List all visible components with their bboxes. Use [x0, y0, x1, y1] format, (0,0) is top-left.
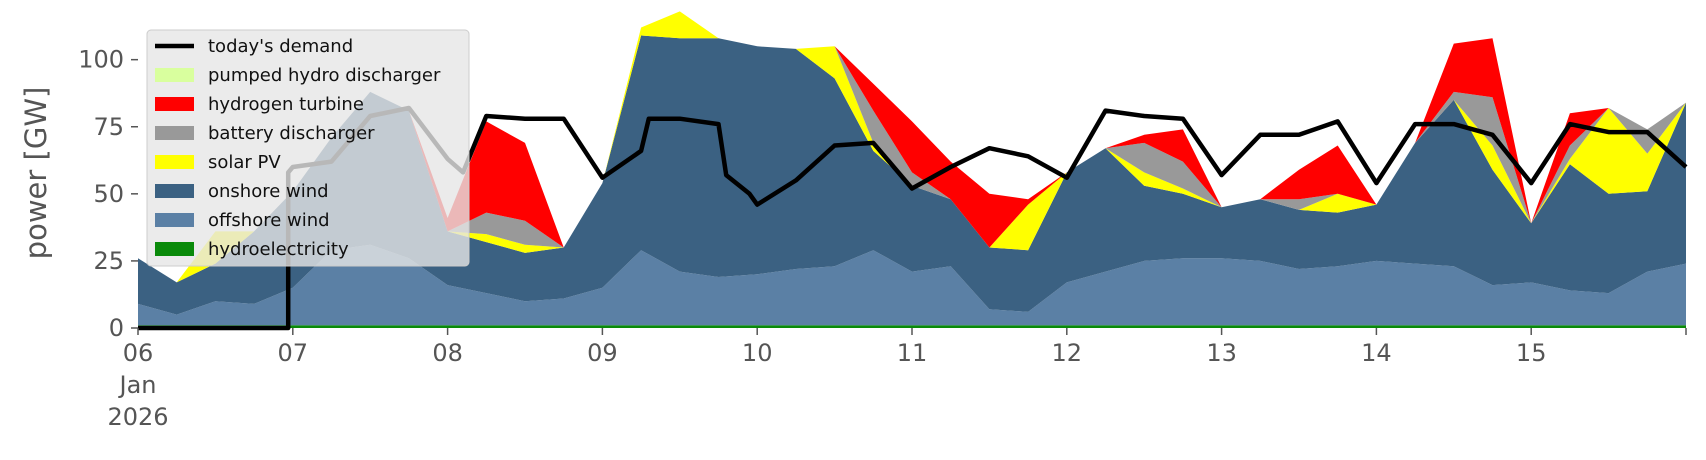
area-onshore-wind [138, 35, 1686, 315]
x-tick-label: 12 [1052, 339, 1083, 367]
x-tick-label: 14 [1361, 339, 1392, 367]
area-hydrogen-turbine [138, 11, 1686, 283]
legend-label-hydrogen-turbine: hydrogen turbine [208, 94, 364, 115]
stacked-areas [138, 11, 1686, 328]
legend-label-offshore-wind: offshore wind [208, 210, 330, 231]
x-tick-label: 15 [1516, 339, 1547, 367]
legend-label-solar-pv: solar PV [208, 152, 281, 173]
x-tick-label: 06 Jan 2026 [107, 339, 168, 431]
legend-swatch-battery-discharger [155, 126, 194, 140]
y-tick-label: 0 [109, 314, 124, 342]
legend-label-pumped-hydro-discharger: pumped hydro discharger [208, 65, 441, 86]
legend-swatch-hydrogen-turbine [155, 97, 194, 111]
y-tick-label: 50 [93, 180, 124, 208]
legend-label-battery-discharger: battery discharger [208, 123, 375, 144]
legend: today's demand pumped hydro discharger hyd… [146, 29, 470, 267]
area-hydroelectricity [138, 325, 1686, 328]
y-tick-label: 100 [78, 46, 124, 74]
legend-box [146, 29, 470, 267]
x-tick-label: 10 [742, 339, 773, 367]
x-tick-label: 11 [897, 339, 928, 367]
y-axis-label: power [GW] [19, 87, 53, 260]
x-axis: 06 Jan 2026 07 08 09 10 11 12 13 14 15 [107, 328, 1687, 431]
y-tick-label: 75 [93, 113, 124, 141]
legend-swatch-solar-pv [155, 155, 194, 169]
y-tick-label: 25 [93, 247, 124, 275]
legend-label-hydroelectricity: hydroelectricity [208, 239, 349, 260]
y-axis: 0 25 50 75 100 [78, 46, 138, 342]
legend-swatch-pumped-hydro-discharger [155, 68, 194, 82]
legend-label-onshore-wind: onshore wind [208, 181, 329, 202]
legend-label-today-s-demand: today's demand [208, 36, 353, 57]
x-tick-label: 08 [432, 339, 463, 367]
legend-swatch-offshore-wind [155, 213, 194, 227]
x-tick-label: 13 [1206, 339, 1237, 367]
area-offshore-wind [138, 244, 1686, 326]
legend-swatch-hydroelectricity [155, 242, 194, 256]
x-tick-label: 07 [278, 339, 309, 367]
legend-swatch-onshore-wind [155, 184, 194, 198]
x-tick-label: 09 [587, 339, 618, 367]
